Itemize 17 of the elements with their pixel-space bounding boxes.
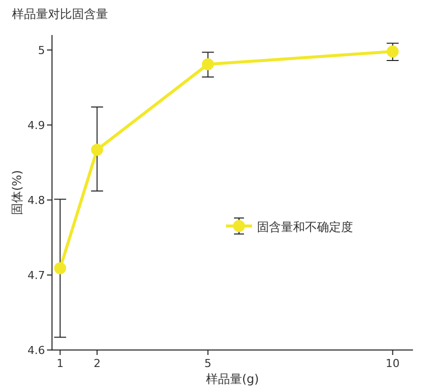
x-tick-label: 1: [56, 357, 64, 370]
x-tick-label: 10: [386, 357, 400, 370]
legend-label: 固含量和不确定度: [257, 220, 353, 234]
x-axis-title: 样品量(g): [206, 372, 259, 386]
y-axis-title: 固体(%): [10, 170, 24, 215]
point: [386, 46, 399, 58]
y-tick-label: 4.9: [28, 119, 45, 132]
y-tick-label: 4.6: [28, 344, 45, 357]
point: [202, 58, 214, 70]
y-tick-label: 4.7: [28, 269, 45, 282]
x-tick-label: 2: [94, 357, 101, 370]
x-tick-label: 5: [204, 357, 212, 370]
point: [54, 262, 66, 274]
y-tick-label: 5: [38, 44, 45, 57]
y-tick-label: 4.8: [28, 194, 45, 207]
chart-title: 样品量对比固含量: [12, 7, 108, 21]
point: [91, 144, 104, 156]
